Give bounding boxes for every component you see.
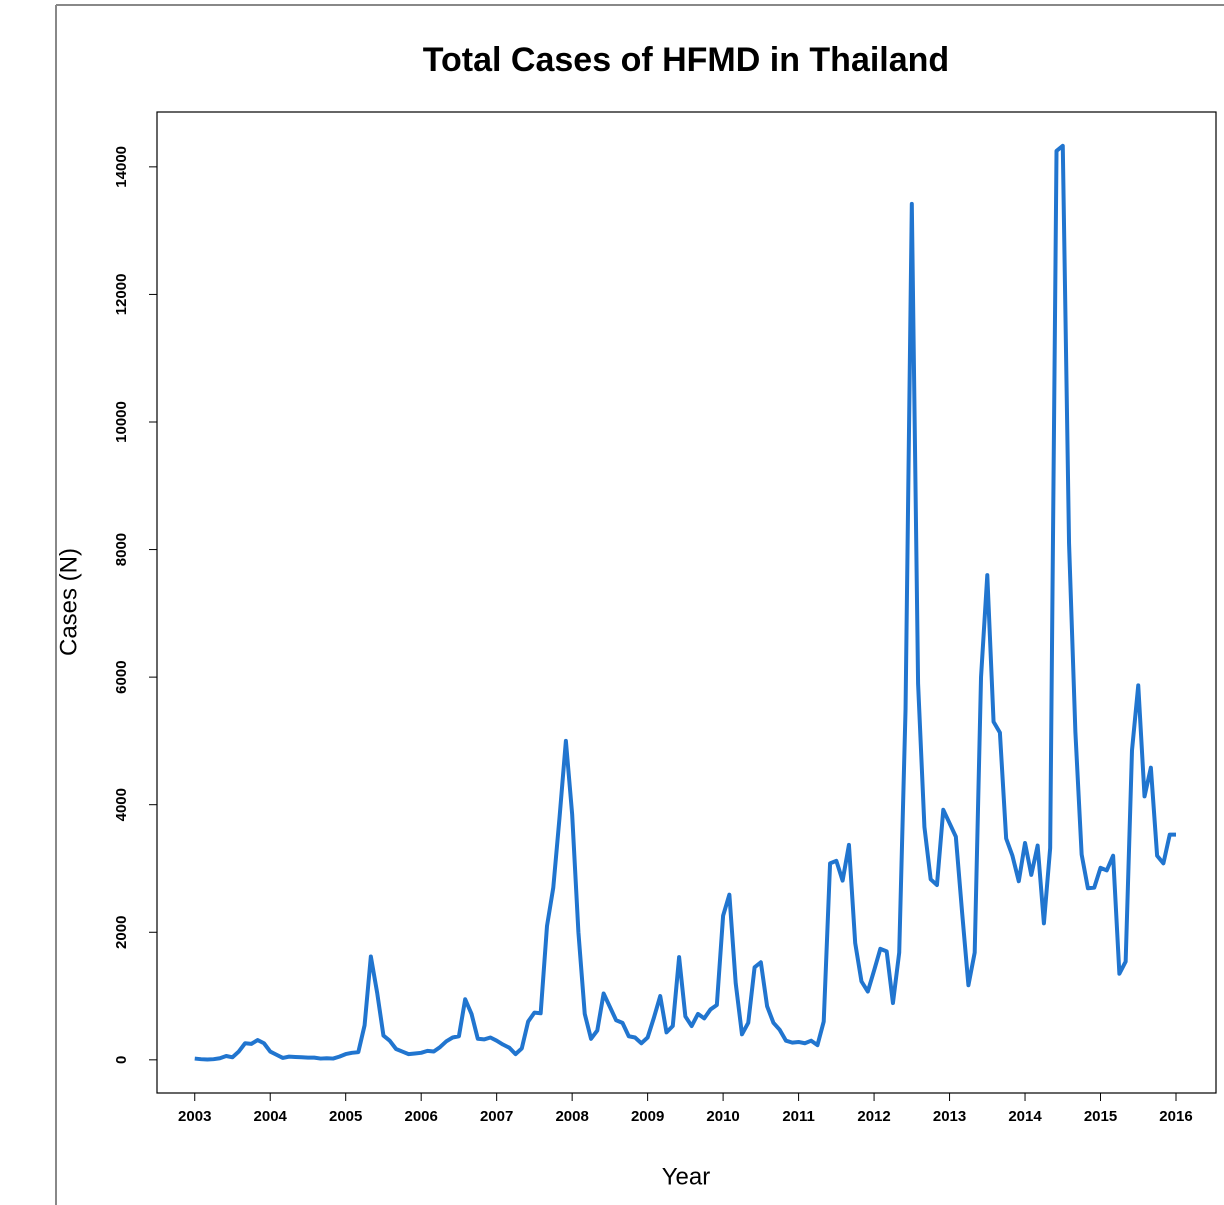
data-line [194, 143, 1176, 1062]
x-tick-label: 2011 [782, 1108, 815, 1125]
y-tick-label: 8000 [113, 533, 130, 566]
y-tick-label: 10000 [113, 401, 130, 443]
x-tick-label: 2003 [178, 1108, 211, 1125]
plot-box [156, 111, 1217, 1094]
x-tick-label: 2007 [480, 1108, 513, 1125]
x-tick-label: 2012 [857, 1108, 890, 1125]
x-tick-label: 2005 [329, 1108, 362, 1125]
x-tick-label: 2010 [706, 1108, 739, 1125]
x-tick-label: 2015 [1084, 1108, 1117, 1125]
x-tick-label: 2008 [555, 1108, 588, 1125]
y-tick-label: 6000 [113, 660, 130, 693]
x-tick-label: 2009 [631, 1108, 664, 1125]
x-tick-label: 2006 [404, 1108, 437, 1125]
x-axis-label: Year [662, 1163, 711, 1190]
x-tick-label: 2014 [1008, 1108, 1042, 1125]
x-tick-label: 2013 [933, 1108, 966, 1125]
y-tick-label: 14000 [113, 146, 130, 188]
chart-title: Total Cases of HFMD in Thailand [423, 41, 949, 79]
y-tick-label: 2000 [113, 916, 130, 949]
y-tick-label: 0 [113, 1056, 130, 1064]
x-tick-label: 2004 [254, 1108, 288, 1125]
x-tick-label: 2016 [1159, 1108, 1192, 1125]
y-axis-label: Cases (N) [55, 548, 82, 656]
y-tick-label: 12000 [113, 274, 130, 316]
y-tick-label: 4000 [113, 788, 130, 821]
